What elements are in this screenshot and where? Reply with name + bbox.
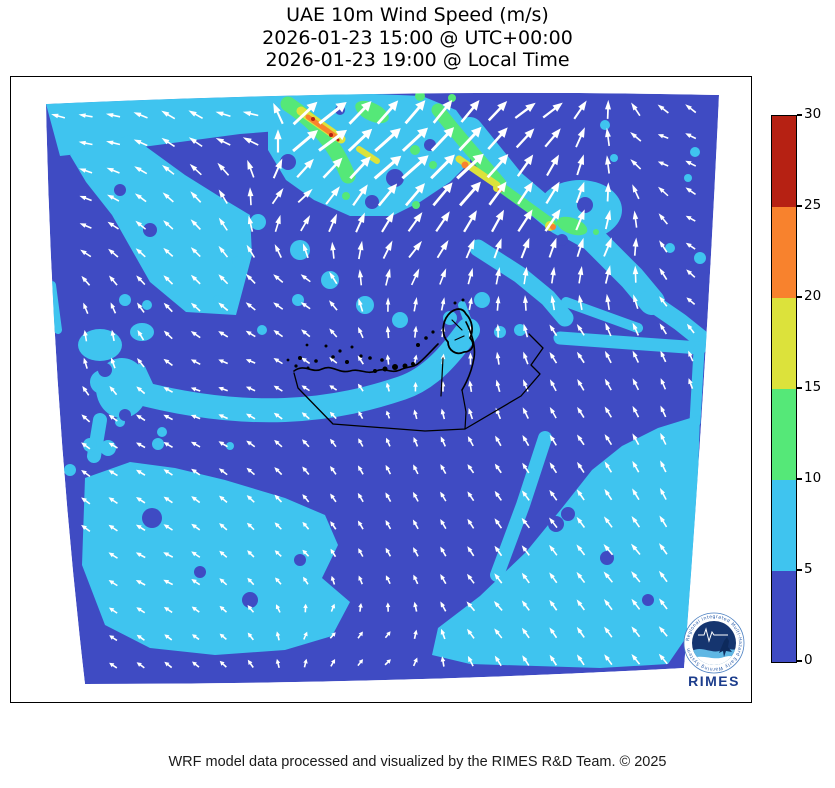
colorbar-tick	[797, 296, 802, 298]
colorbar-segment	[772, 207, 796, 298]
colorbar-tick-label: 0	[804, 652, 813, 668]
figure-caption: WRF model data processed and visualized …	[168, 754, 667, 770]
rimes-logo-emblem	[692, 621, 736, 665]
colorbar-segment	[772, 298, 796, 389]
figure-title: UAE 10m Wind Speed (m/s)	[286, 4, 549, 26]
colorbar-tick	[797, 205, 802, 207]
colorbar-tick-label: 20	[804, 288, 822, 304]
model-domain-layer	[46, 92, 719, 684]
island-dots	[286, 298, 465, 373]
colorbar-tick	[797, 387, 802, 389]
colorbar-tick	[797, 114, 802, 116]
signal-wave-icon	[698, 627, 728, 643]
rimes-logo-label: RIMES	[688, 673, 740, 689]
colorbar-segment	[772, 116, 796, 207]
colorbar	[771, 115, 797, 663]
wind-fill-25-30-layer	[311, 117, 340, 142]
colorbar-segment	[772, 571, 796, 662]
colorbar-tick	[797, 569, 802, 571]
palm-silhouette-icon	[719, 637, 732, 657]
rimes-logo: Regional Integrated Multi-Hazard Early W…	[683, 612, 745, 689]
colorbar-tick-label: 25	[804, 197, 822, 213]
colorbar-tick-label: 5	[804, 561, 813, 577]
figure-title-block: UAE 10m Wind Speed (m/s) 2026-01-23 15:0…	[0, 4, 835, 72]
colorbar-segment	[772, 480, 796, 571]
figure-subtitle-local: 2026-01-23 19:00 @ Local Time	[265, 49, 570, 71]
colorbar-tick	[797, 478, 802, 480]
colorbar-tick-label: 30	[804, 106, 822, 122]
colorbar-tick	[797, 660, 802, 662]
figure-subtitle-utc: 2026-01-23 15:00 @ UTC+00:00	[262, 26, 573, 49]
colorbar-tick-label: 15	[804, 379, 822, 395]
colorbar-tick-label: 10	[804, 470, 822, 486]
uae-outline-layer	[286, 298, 544, 432]
colorbar-segment	[772, 389, 796, 480]
